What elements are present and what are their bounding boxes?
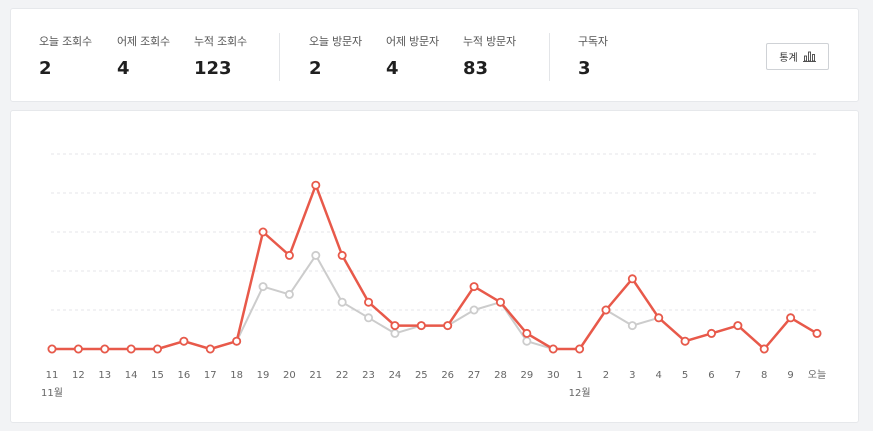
month-label: 12월 bbox=[569, 387, 591, 399]
data-point bbox=[443, 321, 453, 331]
data-point bbox=[706, 328, 716, 338]
data-point bbox=[153, 344, 163, 354]
daily-visitor-line-chart: 11 12 13 14 15 16 17 18 19 20 21 22 23 24 25 26 27 28 29 30… bbox=[41, 153, 826, 399]
subscribers-label: 구독자 bbox=[578, 35, 608, 48]
x-tick-label: 2 bbox=[603, 370, 609, 381]
data-point bbox=[627, 274, 637, 284]
data-point bbox=[548, 344, 558, 354]
x-tick-label: 6 bbox=[708, 370, 714, 381]
data-point bbox=[469, 282, 479, 292]
data-point bbox=[390, 328, 400, 338]
data-point bbox=[126, 344, 136, 354]
data-point bbox=[311, 250, 321, 260]
data-point bbox=[364, 297, 374, 307]
data-point bbox=[284, 250, 294, 260]
x-tick-label: 8 bbox=[761, 370, 767, 381]
data-point bbox=[812, 328, 822, 338]
data-point bbox=[601, 305, 611, 315]
x-tick-label: 28 bbox=[494, 370, 507, 381]
x-tick-label: 20 bbox=[283, 370, 296, 381]
x-tick-label: 오늘 bbox=[808, 369, 826, 381]
x-tick-label: 26 bbox=[441, 370, 454, 381]
data-point bbox=[416, 321, 426, 331]
today-views-label: 오늘 조회수 bbox=[39, 35, 92, 48]
x-tick-label: 4 bbox=[656, 370, 662, 381]
today-visitors-label: 오늘 방문자 bbox=[309, 35, 362, 48]
data-point bbox=[179, 336, 189, 346]
x-tick-label: 17 bbox=[204, 370, 217, 381]
total-views-value: 123 bbox=[194, 58, 232, 79]
data-point bbox=[786, 313, 796, 323]
x-tick-label: 29 bbox=[520, 370, 533, 381]
data-point bbox=[311, 180, 321, 190]
data-point bbox=[73, 344, 83, 354]
stats-divider bbox=[549, 33, 550, 81]
x-tick-label: 15 bbox=[151, 370, 164, 381]
statistics-button[interactable]: 통계 bbox=[766, 43, 829, 70]
month-label: 11월 bbox=[41, 387, 63, 399]
x-tick-label: 14 bbox=[125, 370, 138, 381]
stats-divider bbox=[279, 33, 280, 81]
subscribers-value: 3 bbox=[578, 58, 591, 79]
x-tick-label: 12 bbox=[72, 370, 85, 381]
data-point bbox=[337, 297, 347, 307]
daily-visitor-chart-card: 11 12 13 14 15 16 17 18 19 20 21 22 23 24 25 26 27 28 29 30… bbox=[10, 110, 859, 423]
data-point bbox=[654, 313, 664, 323]
x-tick-label: 22 bbox=[336, 370, 349, 381]
x-tick-label: 13 bbox=[98, 370, 111, 381]
data-point bbox=[284, 289, 294, 299]
total-views-label: 누적 조회수 bbox=[194, 35, 247, 48]
x-tick-label: 30 bbox=[547, 370, 560, 381]
data-point bbox=[575, 344, 585, 354]
data-point bbox=[680, 336, 690, 346]
total-visitors-label: 누적 방문자 bbox=[463, 35, 516, 48]
yesterday-views-value: 4 bbox=[117, 58, 130, 79]
data-point bbox=[733, 321, 743, 331]
data-point bbox=[522, 336, 532, 346]
x-tick-label: 5 bbox=[682, 370, 688, 381]
data-point bbox=[258, 282, 268, 292]
x-tick-label: 23 bbox=[362, 370, 375, 381]
x-tick-label: 1 bbox=[576, 370, 582, 381]
x-tick-label: 18 bbox=[230, 370, 243, 381]
x-tick-label: 21 bbox=[309, 370, 322, 381]
data-point bbox=[205, 344, 215, 354]
data-point bbox=[495, 297, 505, 307]
yesterday-visitors-label: 어제 방문자 bbox=[386, 35, 439, 48]
statistics-button-label: 통계 bbox=[779, 53, 798, 64]
data-point bbox=[232, 336, 242, 346]
yesterday-visitors-value: 4 bbox=[386, 58, 399, 79]
data-point bbox=[390, 321, 400, 331]
yesterday-views-label: 어제 조회수 bbox=[117, 35, 170, 48]
data-point bbox=[47, 344, 57, 354]
x-tick-label: 27 bbox=[468, 370, 481, 381]
bar-chart-icon bbox=[802, 51, 816, 62]
data-point bbox=[258, 227, 268, 237]
today-views-value: 2 bbox=[39, 58, 52, 79]
data-point bbox=[364, 313, 374, 323]
data-point bbox=[100, 344, 110, 354]
x-tick-label: 24 bbox=[389, 370, 402, 381]
data-point bbox=[627, 321, 637, 331]
x-tick-label: 9 bbox=[787, 370, 793, 381]
today-visitors-value: 2 bbox=[309, 58, 322, 79]
stats-summary-card: 오늘 조회수 2 어제 조회수 4 누적 조회수 123 오늘 방문자 2 어제… bbox=[10, 8, 859, 102]
data-point bbox=[469, 305, 479, 315]
data-point bbox=[522, 328, 532, 338]
total-visitors-value: 83 bbox=[463, 58, 489, 79]
x-tick-label: 19 bbox=[257, 370, 270, 381]
x-tick-label: 16 bbox=[178, 370, 191, 381]
x-tick-label: 11 bbox=[46, 370, 59, 381]
x-tick-label: 7 bbox=[735, 370, 741, 381]
data-point bbox=[759, 344, 769, 354]
data-point bbox=[337, 250, 347, 260]
x-tick-label: 3 bbox=[629, 370, 635, 381]
x-tick-label: 25 bbox=[415, 370, 428, 381]
series-line bbox=[52, 183, 818, 351]
